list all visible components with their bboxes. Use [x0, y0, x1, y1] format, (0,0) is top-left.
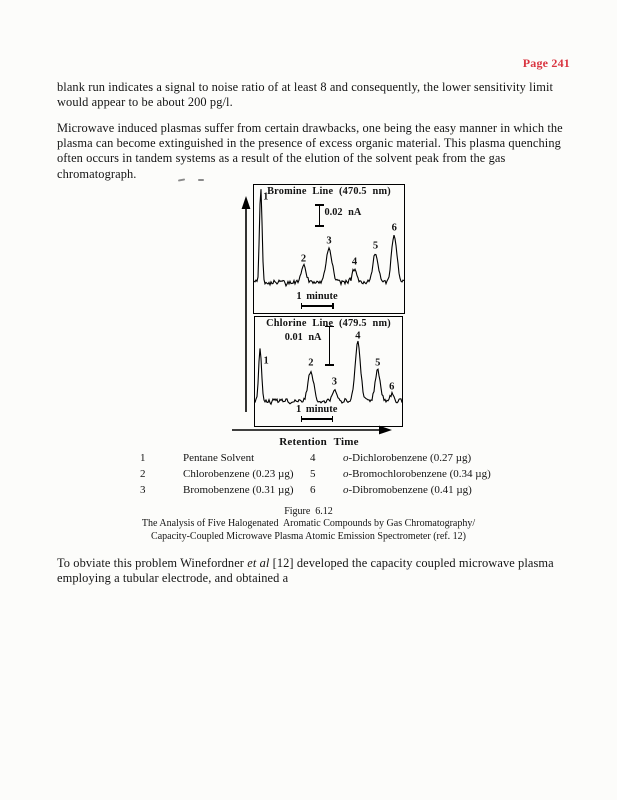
paragraph-line: employing a tubular electrode, and obtai… — [57, 571, 289, 586]
peak-label: 3 — [331, 376, 337, 388]
bromine-chromatogram: Bromine Line (470.5 nm) 1 2 3 4 5 6 0.02 nA 1 m… — [253, 184, 405, 314]
legend-key: 3 — [140, 484, 146, 496]
legend-key: 5 — [310, 468, 316, 480]
legend-key: 2 — [140, 468, 146, 480]
peak-label: 3 — [326, 235, 332, 247]
peak-label: 4 — [355, 330, 361, 342]
retention-time-axis-arrow — [232, 425, 392, 435]
figure-caption-line: Figure 6.12 — [284, 506, 333, 517]
current-scale-bar — [315, 204, 323, 228]
time-scale-label: 1 minute — [296, 291, 338, 303]
time-scale-label: 1 minute — [296, 404, 338, 416]
legend-key: 6 — [310, 484, 316, 496]
legend-compound: o-Dibromobenzene (0.41 µg) — [343, 484, 472, 496]
peak-label: 6 — [389, 381, 395, 393]
figure-caption-line: The Analysis of Five Halogenated Aromati… — [141, 518, 476, 530]
legend-key: 4 — [310, 452, 316, 464]
peak-label: 5 — [372, 240, 379, 252]
legend-row: 1 Pentane Solvent 4 o-Dichlorobenzene (0… — [0, 452, 617, 468]
current-scale-label: 0.01 nA — [284, 331, 322, 343]
paragraph-1: blank run indicates a signal to noise ra… — [57, 80, 602, 110]
paragraph-line: To obviate this problem Winefordner et a… — [57, 556, 554, 570]
paragraph-line: plasma can become extinguished in the pr… — [57, 136, 561, 151]
peak-label: 6 — [391, 222, 397, 234]
current-scale-label: 0.02 nA — [324, 207, 362, 219]
plot-title: Bromine Line (470.5 nm) — [267, 186, 391, 197]
plot-title: Chlorine Line (479.5 nm) — [266, 318, 391, 329]
paragraph-line: would appear to be about 200 pg/l. — [57, 95, 233, 110]
legend-row: 3 Bromobenzene (0.31 µg) 6 o-Dibromobenz… — [0, 484, 617, 500]
current-scale-bar — [325, 325, 333, 367]
figure-caption: Figure 6.12 The Analysis of Five Halogen… — [0, 506, 617, 543]
scan-artifact-dash — [177, 178, 186, 182]
peak-label: 5 — [375, 357, 381, 369]
chlorine-chromatogram: Chlorine Line (479.5 nm) 1 2 3 4 5 6 0.01 nA 1 … — [254, 316, 403, 427]
legend-key: 1 — [140, 452, 146, 464]
legend-compound: Pentane Solvent — [183, 452, 255, 464]
legend-compound: Chlorobenzene (0.23 µg) — [183, 468, 294, 480]
paragraph-2: Microwave induced plasmas suffer from ce… — [57, 121, 602, 182]
signal-axis-arrow — [241, 196, 251, 412]
legend-compound: Bromobenzene (0.31 µg) — [183, 484, 294, 496]
retention-time-label: Retention Time — [279, 436, 359, 448]
legend-compound: o-Bromochlorobenzene (0.34 µg) — [343, 468, 491, 480]
peak-label: 1 — [263, 355, 269, 367]
peak-label: 1 — [263, 191, 269, 203]
peak-label: 2 — [300, 253, 307, 265]
paragraph-3: To obviate this problem Winefordner et a… — [57, 556, 602, 586]
figure-caption-line: Capacity-Coupled Microwave Plasma Atomic… — [151, 530, 466, 542]
peak-label: 2 — [308, 357, 314, 369]
paragraph-line: Microwave induced plasmas suffer from ce… — [57, 121, 563, 135]
time-scale-bar — [300, 301, 334, 311]
paragraph-line: often occurs in tandem systems as a resu… — [57, 151, 506, 166]
chromatogram-trace — [254, 189, 404, 288]
page-number: Page 241 — [522, 56, 570, 70]
time-scale-bar — [300, 414, 334, 424]
legend-compound: o-Dichlorobenzene (0.27 µg) — [343, 452, 472, 464]
chromatogram-trace — [255, 340, 402, 406]
figure-legend: 1 Pentane Solvent 4 o-Dichlorobenzene (0… — [0, 452, 617, 500]
peak-label: 4 — [351, 256, 358, 268]
scan-artifact-dash — [198, 179, 204, 181]
paragraph-line: chromatograph. — [57, 166, 137, 181]
paragraph-line: blank run indicates a signal to noise ra… — [57, 80, 554, 94]
scan-artifact — [177, 178, 208, 184]
legend-row: 2 Chlorobenzene (0.23 µg) 5 o-Bromochlor… — [0, 468, 617, 484]
